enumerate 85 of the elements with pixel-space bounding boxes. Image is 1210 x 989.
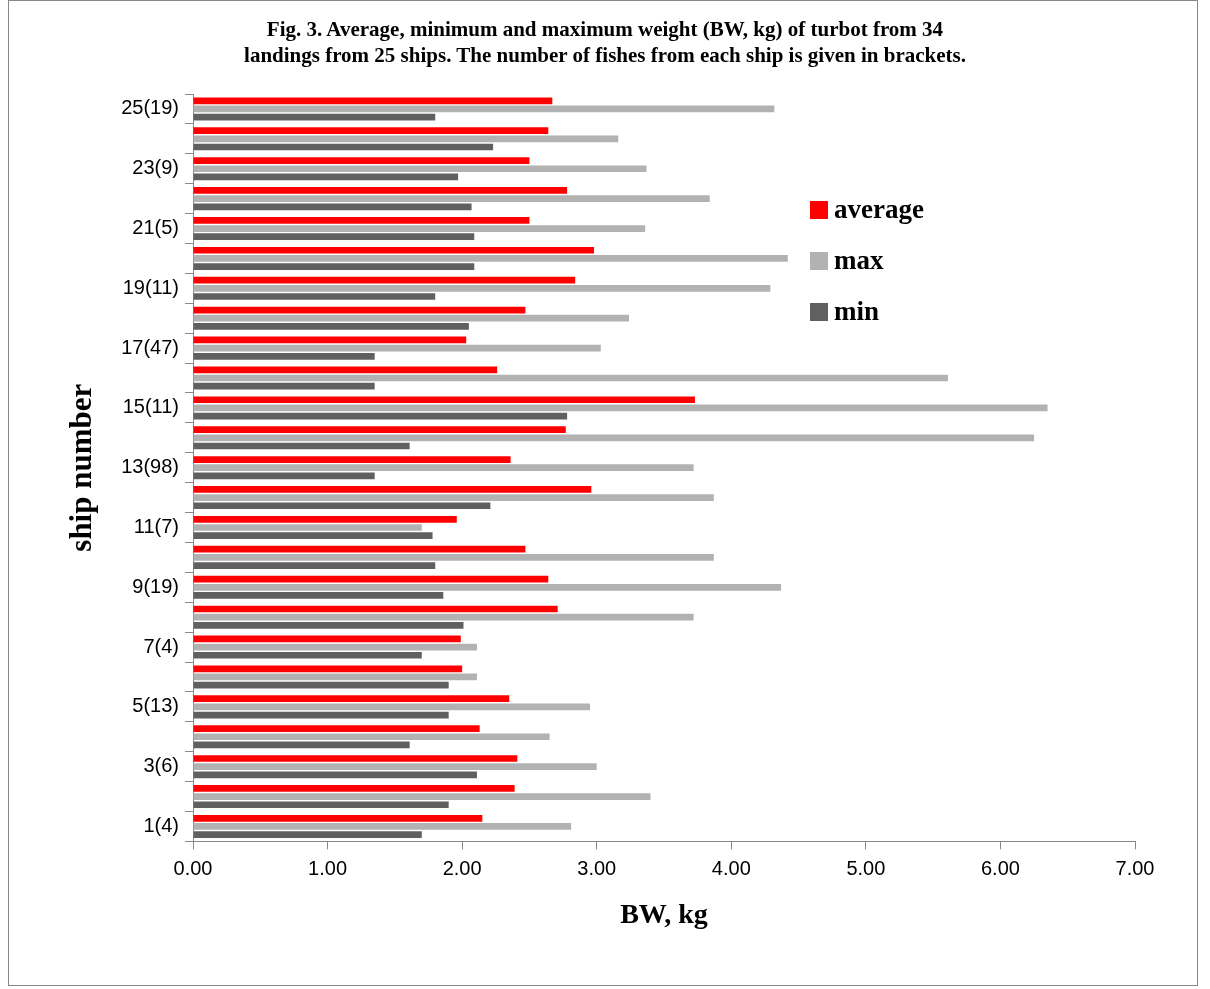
bar (193, 456, 511, 463)
bar (193, 284, 771, 292)
bar (193, 831, 422, 838)
y-tick-label: 17(47) (121, 335, 180, 358)
bar (193, 741, 410, 749)
legend-label: min (834, 296, 880, 327)
y-tick-label: 21(5) (132, 216, 180, 239)
bar (193, 426, 566, 433)
bar (193, 801, 449, 809)
bar (193, 404, 1048, 412)
x-tick-label: 3.00 (577, 856, 617, 879)
bar (193, 233, 475, 241)
bar (193, 187, 568, 194)
bar (193, 203, 472, 211)
y-tick-label: 15(11) (122, 395, 180, 418)
bar (193, 486, 592, 493)
bar (193, 135, 619, 143)
x-tick-label: 1.00 (308, 856, 348, 879)
bar (193, 622, 464, 629)
bar (193, 793, 651, 800)
bar (193, 434, 1035, 442)
bar (193, 314, 630, 322)
bar (193, 97, 553, 105)
y-tick-label: 13(98) (121, 455, 180, 478)
bar (193, 524, 422, 531)
x-tick-label: 7.00 (1115, 856, 1155, 879)
bar (193, 255, 788, 262)
bar (193, 442, 410, 450)
bar (193, 733, 550, 741)
y-tick-label: 1(4) (143, 813, 180, 836)
bar (193, 276, 576, 284)
bar (193, 165, 647, 173)
bar (193, 823, 572, 830)
chart-title: Fig. 3. Average, minimum and maximum weight (BW, kg) of turbot from 34 landings from 25 ships. The number of fishes from each ship is given in brackets. (243, 16, 967, 68)
bar (193, 225, 646, 232)
bar (193, 592, 444, 599)
y-tick-label: 23(9) (132, 156, 180, 179)
y-axis-title: ship number (62, 383, 98, 552)
bar (193, 263, 475, 270)
bar (193, 651, 422, 659)
y-tick-label: 7(4) (143, 634, 180, 657)
bar (193, 396, 695, 404)
bar (193, 554, 714, 561)
bar (193, 352, 375, 360)
bar (193, 583, 782, 591)
bar (193, 217, 530, 224)
y-tick-label: 5(13) (132, 694, 180, 717)
bar (193, 464, 694, 472)
bar (193, 695, 510, 703)
bar (193, 246, 595, 254)
bar (193, 763, 597, 771)
bar (193, 785, 515, 792)
y-tick-label: 19(11) (122, 275, 180, 298)
bar (193, 532, 433, 540)
legend-label: max (834, 245, 884, 276)
bar (193, 494, 714, 501)
y-tick-label: 3(6) (143, 754, 180, 777)
bar (193, 771, 477, 779)
x-tick-label: 0.00 (173, 856, 213, 879)
bar (193, 814, 483, 822)
bar (193, 157, 530, 164)
bar (193, 382, 375, 390)
bar (193, 293, 436, 300)
bar (193, 323, 469, 330)
x-tick-label: 5.00 (846, 856, 886, 879)
bar (193, 545, 526, 553)
x-axis-title: BW, kg (620, 898, 708, 930)
bar (193, 725, 480, 732)
bar (193, 665, 463, 673)
bar (193, 613, 694, 621)
x-tick-label: 6.00 (980, 856, 1020, 879)
y-tick-label: 11(7) (133, 515, 180, 538)
legend-label: average (834, 194, 924, 225)
bar (193, 366, 498, 374)
bar (193, 515, 457, 523)
bar (193, 562, 436, 569)
bar (193, 127, 549, 135)
bar (193, 502, 491, 510)
bar (193, 195, 710, 202)
y-tick-label: 9(19) (132, 574, 180, 597)
x-tick-label: 4.00 (711, 856, 751, 879)
x-tick-label: 2.00 (442, 856, 482, 879)
bar (193, 755, 518, 762)
bar (193, 605, 558, 613)
y-tick-label: 25(19) (121, 96, 180, 119)
